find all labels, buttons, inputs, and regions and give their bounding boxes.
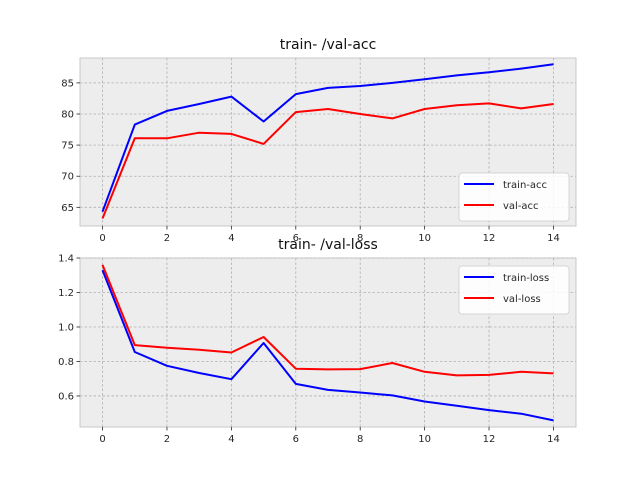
x-tick-label: 8 (357, 233, 363, 244)
legend-label: val-acc (503, 201, 539, 212)
y-tick-label: 70 (61, 172, 74, 183)
x-tick-label: 0 (99, 233, 105, 244)
legend: train-loss val-loss (458, 265, 570, 315)
y-tick-label: 1.0 (58, 322, 74, 333)
chart-title: train- /val-loss (278, 237, 378, 253)
y-tick-label: 1.4 (58, 254, 74, 265)
x-tick-label: 6 (293, 434, 299, 445)
axes-frame (79, 257, 577, 428)
x-tick-label: 2 (164, 233, 170, 244)
x-tick-label: 6 (293, 233, 299, 244)
y-tick-label: 0.8 (58, 357, 74, 368)
series-line-val-acc (101, 102, 554, 219)
series-line-val-loss (101, 264, 554, 377)
x-tick-label: 14 (547, 233, 560, 244)
series-line-train-acc (101, 63, 554, 213)
y-tick-label: 0.6 (58, 391, 74, 402)
legend-label: train-loss (503, 273, 549, 284)
legend-label: val-loss (503, 294, 541, 305)
y-tick-label: 80 (61, 110, 74, 121)
chart-title: train- /val-acc (280, 37, 377, 53)
y-tick-label: 75 (61, 141, 74, 152)
axes-frame (79, 57, 577, 227)
y-tick-label: 85 (61, 78, 74, 89)
x-tick-label: 12 (483, 233, 496, 244)
x-tick-label: 4 (228, 434, 234, 445)
x-tick-label: 2 (164, 434, 170, 445)
x-tick-label: 10 (418, 434, 431, 445)
x-tick-label: 12 (483, 434, 496, 445)
x-tick-label: 4 (228, 233, 234, 244)
loss-subplot: 0 2 4 6 8 10 12 14 0.6 0.8 1.0 1.2 1.4 train- /val-lo… (58, 237, 577, 445)
x-tick-label: 0 (99, 434, 105, 445)
accuracy-subplot: 0 2 4 6 8 10 12 14 65 70 75 80 85 train- /val-acc trai… (61, 37, 577, 244)
x-tick-label: 14 (547, 434, 560, 445)
series-line-train-loss (101, 269, 554, 422)
x-tick-label: 8 (357, 434, 363, 445)
y-tick-label: 65 (61, 203, 74, 214)
legend-label: train-acc (503, 180, 547, 191)
y-tick-label: 1.2 (58, 288, 74, 299)
x-tick-label: 10 (418, 233, 431, 244)
legend: train-acc val-acc (458, 172, 570, 222)
